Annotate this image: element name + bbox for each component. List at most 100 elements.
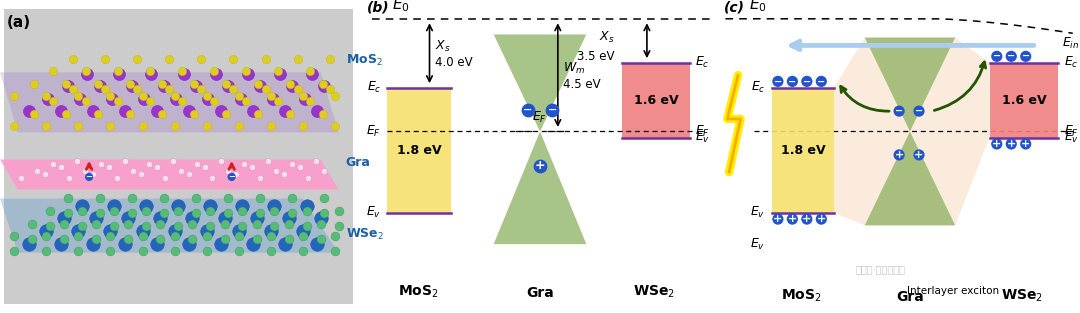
Point [248, 216, 266, 221]
Point [91, 84, 108, 89]
Point [213, 109, 230, 114]
Point [321, 56, 338, 61]
Point [102, 228, 119, 233]
Point [124, 168, 141, 173]
Point [59, 84, 77, 89]
Point [120, 236, 137, 241]
Point [228, 172, 245, 177]
Text: $E_F$: $E_F$ [1064, 124, 1079, 139]
Text: +: + [802, 214, 811, 224]
Point [282, 111, 299, 116]
Point [173, 99, 190, 104]
Text: $E_{in}$: $E_{in}$ [1062, 36, 1079, 51]
Point [276, 109, 294, 114]
Text: 1.6 eV: 1.6 eV [634, 94, 678, 107]
Polygon shape [494, 131, 586, 244]
Point [315, 84, 333, 89]
Text: +: + [787, 214, 797, 224]
Text: −: − [1008, 51, 1015, 61]
Point [280, 236, 297, 241]
Point [120, 216, 137, 221]
Point [275, 172, 293, 177]
Point [314, 111, 332, 116]
Point [248, 221, 266, 226]
Point [298, 203, 315, 208]
Point [151, 216, 170, 221]
Text: +: + [773, 214, 783, 224]
Text: −: − [788, 76, 796, 86]
Point [137, 203, 154, 208]
Polygon shape [834, 38, 989, 225]
Point [140, 162, 158, 167]
Point [798, 217, 815, 222]
Point [90, 81, 107, 86]
Point [315, 211, 333, 216]
Point [252, 175, 269, 180]
Point [166, 228, 184, 233]
Text: WSe$_2$: WSe$_2$ [346, 227, 383, 242]
Text: $E_F$: $E_F$ [366, 124, 381, 139]
Point [1017, 141, 1035, 146]
Point [988, 141, 1005, 146]
Point [111, 71, 129, 76]
Point [102, 249, 119, 254]
Point [100, 165, 118, 170]
Point [330, 223, 348, 228]
Point [312, 236, 329, 241]
Text: 1.8 eV: 1.8 eV [781, 144, 825, 157]
Polygon shape [0, 160, 339, 190]
Point [282, 81, 299, 86]
Point [134, 233, 151, 239]
Point [309, 241, 326, 246]
Text: $X_s$: $X_s$ [435, 39, 450, 54]
Point [308, 158, 325, 163]
Point [186, 81, 203, 86]
Point [45, 99, 63, 104]
Point [784, 217, 801, 222]
Point [266, 208, 283, 213]
Text: −: − [228, 172, 235, 182]
Text: 3.5 eV: 3.5 eV [578, 50, 615, 63]
Point [117, 241, 134, 246]
Point [271, 71, 288, 76]
Point [252, 196, 269, 201]
Text: (b): (b) [367, 0, 390, 14]
Point [262, 94, 280, 99]
Point [230, 124, 247, 129]
Point [220, 168, 238, 173]
Point [19, 109, 37, 114]
Polygon shape [0, 72, 339, 132]
Point [314, 81, 332, 86]
Point [45, 162, 63, 167]
Point [148, 165, 165, 170]
Text: +: + [993, 139, 1001, 149]
Point [167, 96, 185, 101]
Polygon shape [865, 131, 955, 225]
Point [73, 203, 91, 208]
Point [301, 99, 319, 104]
Point [1002, 141, 1020, 146]
Point [52, 109, 69, 114]
Polygon shape [0, 198, 339, 253]
Point [280, 221, 297, 226]
Point [326, 124, 343, 129]
Point [90, 111, 107, 116]
Text: −: − [915, 106, 923, 116]
Point [216, 221, 233, 226]
Point [238, 99, 255, 104]
Point [784, 79, 801, 84]
Text: −: − [818, 76, 825, 86]
Point [195, 165, 213, 170]
Point [151, 221, 170, 226]
Point [5, 94, 23, 99]
Text: +: + [915, 150, 923, 160]
Point [248, 236, 266, 241]
Point [81, 174, 98, 179]
Point [207, 71, 225, 76]
Point [141, 99, 159, 104]
Point [910, 109, 928, 114]
Point [219, 211, 237, 216]
Bar [622, 63, 690, 138]
Point [184, 221, 201, 226]
Point [102, 94, 119, 99]
